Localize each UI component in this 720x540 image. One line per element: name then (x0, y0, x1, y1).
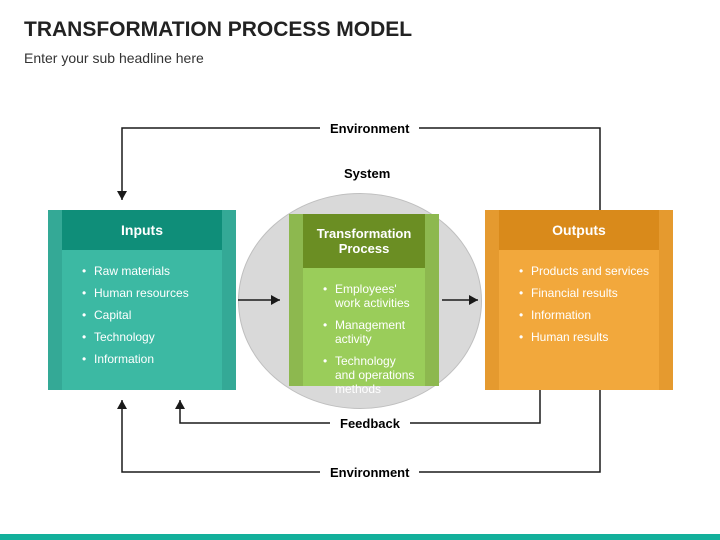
outputs-header: Outputs (499, 210, 659, 250)
outputs-side-left (485, 210, 499, 390)
outputs-box: OutputsProducts and servicesFinancial re… (485, 210, 673, 390)
outputs-side-right (659, 210, 673, 390)
process-side-right (425, 214, 439, 386)
process-item-2: Technology and operations methods (323, 350, 417, 400)
inputs-box: InputsRaw materialsHuman resourcesCapita… (48, 210, 236, 390)
process-item-1: Management activity (323, 314, 417, 350)
inputs-side-left (48, 210, 62, 390)
inputs-header: Inputs (62, 210, 222, 250)
page-subtitle: Enter your sub headline here (24, 50, 204, 66)
outputs-item-3: Human results (519, 326, 651, 348)
inputs-side-right (222, 210, 236, 390)
process-item-0: Employees' work activities (323, 278, 417, 314)
process-header: Transformation Process (303, 214, 425, 268)
inputs-list: Raw materialsHuman resourcesCapitalTechn… (62, 250, 222, 380)
bottom-accent-bar (0, 534, 720, 540)
outputs-item-0: Products and services (519, 260, 651, 282)
page-title: TRANSFORMATION PROCESS MODEL (24, 18, 412, 42)
inputs-item-0: Raw materials (82, 260, 214, 282)
label-environment-top: Environment (320, 119, 419, 138)
outputs-list: Products and servicesFinancial resultsIn… (499, 250, 659, 358)
inputs-item-1: Human resources (82, 282, 214, 304)
inputs-item-4: Information (82, 348, 214, 370)
slide: TRANSFORMATION PROCESS MODEL Enter your … (0, 0, 720, 540)
process-side-left (289, 214, 303, 386)
process-box: Transformation Process Employees' work ac… (289, 214, 439, 386)
outputs-item-1: Financial results (519, 282, 651, 304)
label-system: System (334, 164, 400, 183)
outputs-item-2: Information (519, 304, 651, 326)
inputs-item-2: Capital (82, 304, 214, 326)
label-feedback: Feedback (330, 414, 410, 433)
inputs-item-3: Technology (82, 326, 214, 348)
label-environment-bottom: Environment (320, 463, 419, 482)
process-list: Employees' work activitiesManagement act… (303, 268, 425, 410)
